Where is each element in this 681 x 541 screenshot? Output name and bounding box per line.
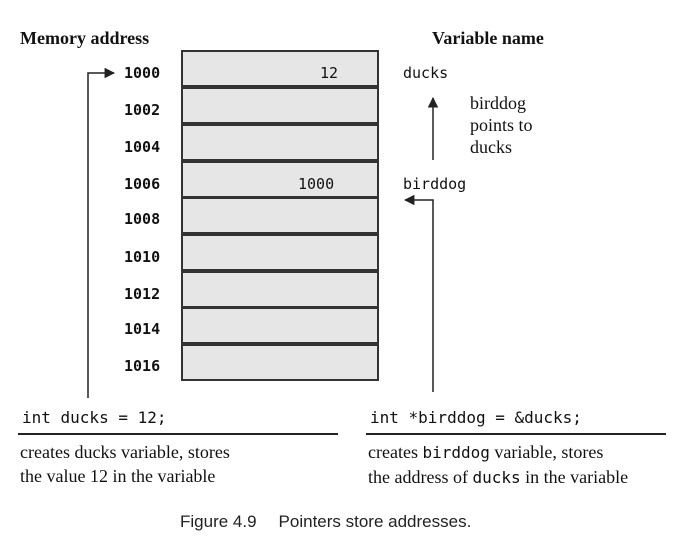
ducks-declaration-code: int ducks = 12; [22,408,167,427]
memory-cell [181,307,379,344]
desc-line: creates birddog variable, stores [368,442,604,462]
memory-cell [181,344,379,381]
address-1010: 1010 [124,248,161,266]
birddog-declaration-description: creates birddog variable, stores the add… [368,440,628,490]
ducks-statement-arrow [87,67,116,398]
address-1012: 1012 [124,285,161,303]
address-1004: 1004 [124,138,161,156]
address-1016: 1016 [124,357,161,375]
address-1002: 1002 [124,101,161,119]
memory-cell [181,124,379,161]
desc-line: the value 12 in the variable [20,466,216,486]
cell-value-birddog: 1000 [298,175,335,193]
memory-cell [181,87,379,124]
cell-value-ducks: 12 [320,64,339,82]
memory-block [181,50,379,381]
figure-caption: Figure 4.9 Pointers store addresses. [180,512,471,532]
points-to-annotation: birddog points to ducks [470,92,533,158]
address-1014: 1014 [124,320,161,338]
memory-cell [181,234,379,271]
memory-address-header: Memory address [20,28,150,48]
memory-cell [181,50,379,87]
ducks-declaration-description: creates ducks variable, stores the value… [20,440,230,488]
address-1000: 1000 [124,64,161,82]
left-divider [18,433,338,435]
address-1006: 1006 [124,175,161,193]
memory-cell [181,197,379,234]
birddog-statement-arrow [403,194,434,392]
memory-cell [181,161,379,198]
variable-birddog: birddog [403,175,467,193]
desc-line: the address of ducks in the variable [368,467,629,487]
address-1008: 1008 [124,210,161,228]
memory-cell [181,271,379,308]
figure-label: Figure 4.9 [180,512,257,531]
annotation-line: ducks [470,137,512,157]
figure-text: Pointers store addresses. [278,512,472,531]
variable-name-header: Variable name [432,28,544,48]
right-divider [366,433,666,435]
desc-line: creates ducks variable, stores [20,442,230,462]
birddog-declaration-code: int *birddog = &ducks; [370,408,582,427]
variable-ducks: ducks [403,64,449,82]
annotation-line: birddog [470,93,526,113]
annotation-line: points to [470,115,533,135]
